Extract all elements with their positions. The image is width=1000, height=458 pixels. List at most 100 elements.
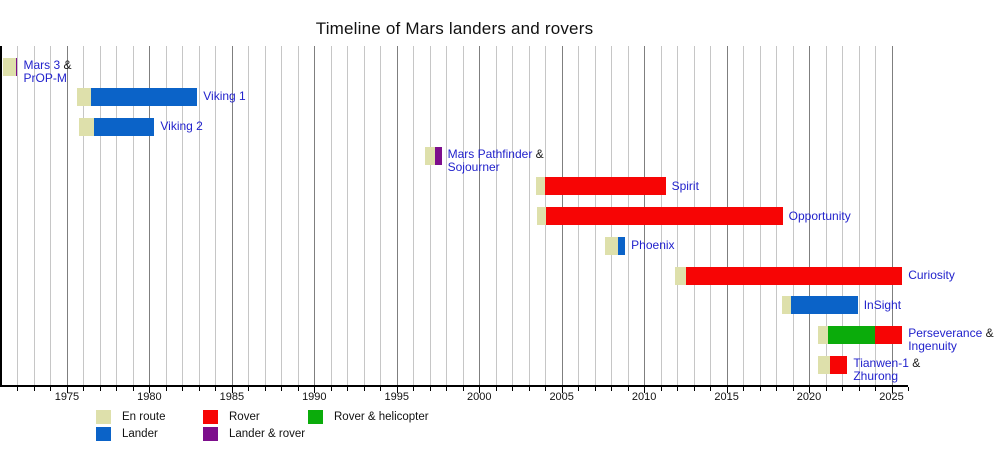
mission-link[interactable]: Ingenuity (908, 339, 957, 354)
x-tick-2015 (726, 387, 728, 393)
gridline-1979 (132, 46, 134, 385)
bar-segment-en_route (78, 117, 95, 136)
x-tick-1989 (297, 387, 299, 391)
x-tick-2021 (825, 387, 827, 391)
x-tick-1975 (66, 387, 68, 393)
x-tick-label: 1995 (384, 391, 410, 403)
mission-label: InSight (863, 297, 902, 312)
mission-link[interactable]: PrOP-M (23, 71, 67, 85)
x-tick-label: 2010 (631, 391, 657, 403)
x-tick-2006 (578, 387, 580, 391)
mission-link[interactable]: InSight (863, 297, 902, 312)
gridline-2019 (792, 46, 794, 385)
gridline-2002 (512, 46, 514, 385)
x-tick-1982 (182, 387, 184, 391)
mission-link[interactable]: Sojourner (447, 160, 500, 175)
legend-swatch-lander (96, 427, 111, 441)
label-suffix: & (60, 58, 72, 72)
gridline-1993 (363, 46, 365, 385)
mission-label: Tianwen-1 & Zhurong (853, 357, 920, 383)
gridline-1974 (50, 46, 52, 385)
x-tick-2025 (891, 387, 893, 393)
bar-segment-lander (94, 117, 155, 136)
x-tick-label: 1990 (302, 391, 327, 403)
mission-link[interactable]: Viking 1 (203, 89, 246, 104)
bar-segment-rover (875, 326, 903, 345)
gridline-2025 (891, 46, 893, 385)
bar-segment-en_route (2, 58, 16, 76)
x-tick-2004 (545, 387, 547, 391)
mission-label: Mars Pathfinder & Sojourner (448, 148, 544, 174)
x-tick-2002 (512, 387, 514, 391)
x-tick-1985 (231, 387, 233, 393)
x-tick-1997 (429, 387, 431, 391)
mission-link[interactable]: Perseverance (908, 326, 983, 341)
gridline-1983 (198, 46, 200, 385)
mission-link[interactable]: Phoenix (631, 238, 675, 253)
gridline-1972 (17, 46, 19, 385)
bar-segment-en_route (76, 87, 91, 106)
plot-area: Mars 3 & PrOP-M Viking 1 Viking 2 Mars Pathf… (1, 46, 994, 385)
x-tick-1987 (264, 387, 266, 391)
x-tick-2018 (776, 387, 778, 391)
gridline-1996 (413, 46, 415, 385)
gridline-1986 (248, 46, 250, 385)
gridline-1990 (314, 46, 316, 385)
x-tick-2019 (792, 387, 794, 391)
x-tick-1996 (413, 387, 415, 391)
x-tick-1981 (165, 387, 167, 391)
x-tick-2001 (495, 387, 497, 391)
x-tick-1994 (380, 387, 382, 391)
bar-segment-en_route (818, 326, 828, 345)
mission-link[interactable]: Opportunity (788, 208, 851, 223)
label-suffix: & (532, 147, 544, 162)
x-tick-label: 2025 (879, 391, 904, 403)
x-tick-label: 1975 (54, 391, 80, 403)
bar-segment-en_route (675, 266, 687, 285)
mission-link[interactable]: Mars Pathfinder (447, 147, 533, 162)
gridline-1980 (149, 46, 151, 385)
x-tick-1990 (314, 387, 316, 393)
gridline-1992 (347, 46, 349, 385)
gridline-2022 (842, 46, 844, 385)
gridline-2001 (495, 46, 497, 385)
bar-segment-en_route (781, 296, 791, 315)
mission-link[interactable]: Curiosity (908, 268, 955, 283)
x-tick-2013 (693, 387, 695, 391)
gridline-1978 (116, 46, 118, 385)
mission-link[interactable]: Mars 3 (23, 58, 61, 72)
x-tick-1979 (132, 387, 134, 391)
legend-label-rover: Rover (229, 411, 260, 423)
bar-segment-en_route (604, 236, 618, 255)
label-suffix: & (908, 356, 921, 370)
bar-segment-en_route (424, 147, 435, 166)
gridline-2000 (479, 46, 481, 385)
bar-segment-rover (546, 207, 783, 225)
gridline-1975 (66, 46, 68, 385)
mission-label: Mars 3 & PrOP-M (23, 59, 71, 85)
mission-link[interactable]: Tianwen-1 (853, 356, 909, 370)
x-tick-2026 (908, 387, 909, 391)
x-tick-1974 (50, 387, 52, 391)
gridline-1982 (182, 46, 184, 385)
mission-label: Viking 1 (203, 90, 245, 103)
x-tick-2012 (677, 387, 679, 391)
bar-segment-lander_rover (15, 58, 18, 76)
x-axis-line (0, 385, 908, 387)
x-tick-2003 (528, 387, 530, 391)
x-tick-1973 (33, 387, 35, 391)
gridline-2023 (858, 46, 860, 385)
x-tick-1986 (248, 387, 250, 391)
bar-segment-lander (90, 87, 198, 106)
bar-segment-lander_rover (434, 147, 442, 166)
mission-link[interactable]: Zhurong (853, 369, 899, 383)
gridline-1985 (231, 46, 233, 385)
mission-link[interactable]: Spirit (671, 178, 699, 193)
x-tick-1993 (363, 387, 365, 391)
mission-link[interactable]: Viking 2 (160, 119, 203, 134)
x-tick-2023 (858, 387, 860, 391)
bar-segment-rover (686, 266, 903, 285)
legend-label-en_route: En route (122, 411, 166, 423)
mission-label: Viking 2 (160, 120, 202, 133)
x-tick-1980 (149, 387, 151, 393)
